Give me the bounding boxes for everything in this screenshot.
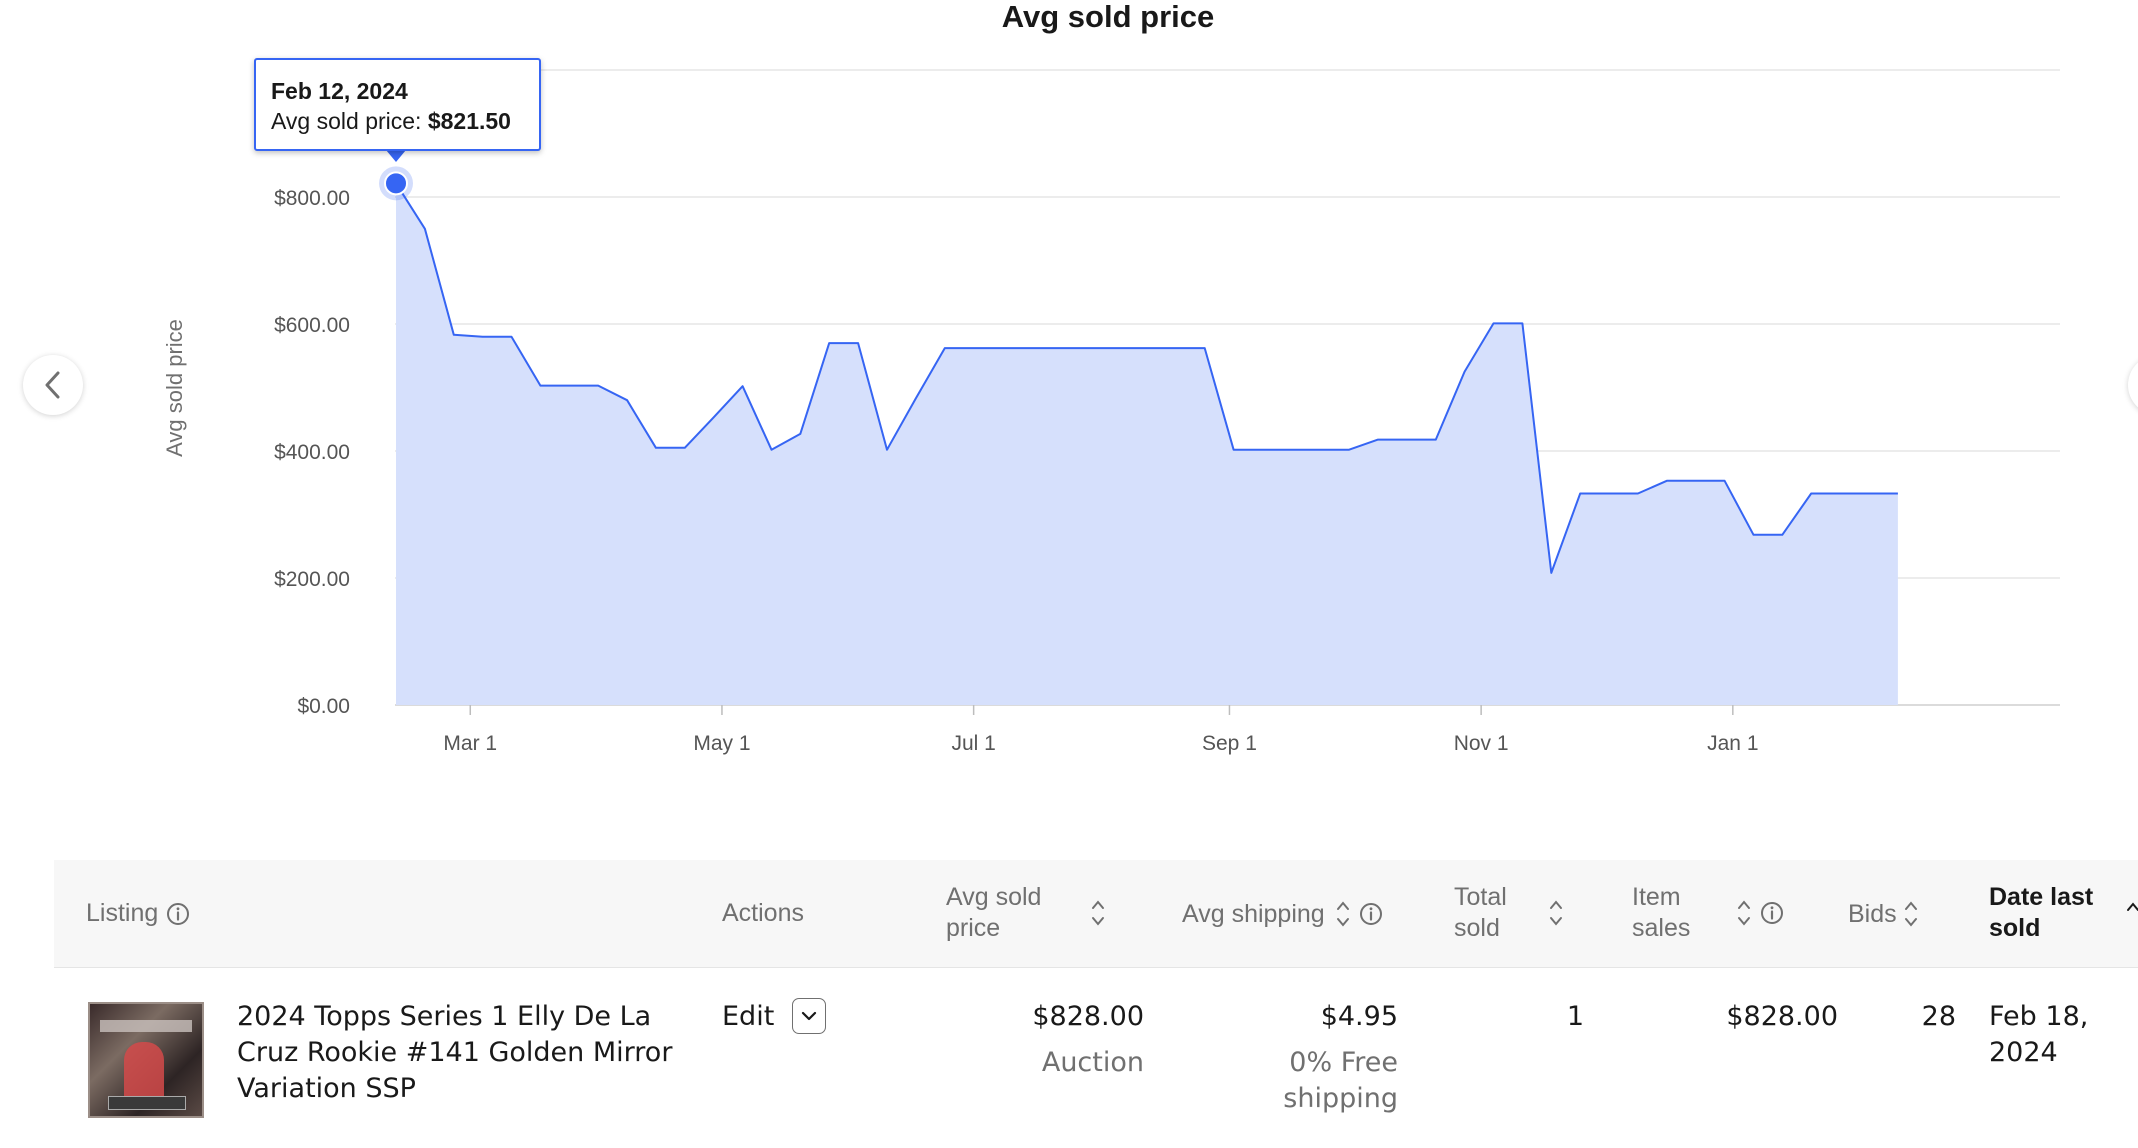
- header-item-sales[interactable]: Item sales: [1632, 882, 1784, 944]
- chart-tooltip: Feb 12, 2024 Avg sold price: $821.50: [254, 58, 541, 151]
- y-tick-label: $200.00: [274, 568, 350, 591]
- x-tick-label: Nov 1: [1454, 732, 1509, 755]
- header-actions: Actions: [722, 898, 804, 929]
- actions-dropdown-button[interactable]: [792, 998, 826, 1034]
- series-area: [396, 183, 1898, 706]
- header-item-sales-label: Item sales: [1632, 883, 1691, 942]
- avg-sold-price-value: $828.00: [1032, 1001, 1144, 1032]
- x-tick-label: May 1: [693, 732, 750, 755]
- header-bids-label: Bids: [1848, 899, 1897, 928]
- chevron-down-icon: [801, 1011, 817, 1021]
- tooltip-label: Avg sold price:: [271, 108, 428, 134]
- chevron-left-icon: [45, 371, 60, 399]
- chart-prev-button[interactable]: [23, 355, 83, 415]
- results-table-header: Listing Actions Avg sold price Avg shipp…: [54, 860, 2138, 968]
- x-tick-label: Sep 1: [1202, 732, 1257, 755]
- listing-title[interactable]: 2024 Topps Series 1 Elly De La Cruz Rook…: [237, 1001, 673, 1104]
- sort-icon[interactable]: [1903, 898, 1919, 930]
- tooltip-line: Avg sold price: $821.50: [271, 106, 539, 136]
- series-line: [395, 182, 1898, 574]
- header-date-last-sold-label: Date last sold: [1989, 883, 2094, 942]
- header-total-sold-label: Total sold: [1454, 883, 1507, 942]
- header-listing: Listing: [86, 898, 190, 929]
- header-date-last-sold[interactable]: Date last sold: [1989, 882, 2138, 944]
- y-tick-label: $400.00: [274, 441, 350, 464]
- date-last-sold-value: Feb 18, 2024: [1989, 1001, 2089, 1068]
- header-avg-sold-price[interactable]: Avg sold price: [946, 882, 1106, 944]
- listing-thumbnail[interactable]: [88, 1002, 204, 1118]
- y-tick-label: $0.00: [297, 695, 350, 718]
- header-actions-label: Actions: [722, 899, 804, 927]
- price-chart: $0.00$200.00$400.00$600.00$800.00$1,000.…: [23, 0, 2138, 755]
- sale-format: Auction: [1041, 1047, 1144, 1078]
- y-axis-label: Avg sold price: [162, 319, 187, 457]
- info-icon[interactable]: [1359, 902, 1383, 926]
- header-avg-shipping-label: Avg shipping: [1182, 899, 1325, 928]
- y-tick-label: $600.00: [274, 314, 350, 337]
- header-bids[interactable]: Bids: [1848, 898, 1919, 930]
- chart-next-button[interactable]: [2128, 355, 2138, 415]
- y-tick-label: $800.00: [274, 187, 350, 210]
- shipping-note: 0% Free shipping: [1283, 1047, 1398, 1114]
- total-sold-value: 1: [1566, 1001, 1584, 1032]
- info-icon[interactable]: [1760, 901, 1784, 925]
- sort-icon[interactable]: [1548, 897, 1564, 929]
- tooltip-date: Feb 12, 2024: [271, 78, 408, 104]
- x-tick-label: Jan 1: [1707, 732, 1758, 755]
- table-row[interactable]: 2024 Topps Series 1 Elly De La Cruz Rook…: [54, 968, 2138, 1148]
- sort-icon[interactable]: [1090, 897, 1106, 929]
- chart-title: Avg sold price: [1002, 0, 1214, 34]
- x-tick-label: Mar 1: [443, 732, 497, 755]
- highlight-point[interactable]: [384, 171, 408, 196]
- info-icon[interactable]: [166, 902, 190, 926]
- x-tick-label: Jul 1: [951, 732, 995, 755]
- header-avg-sold-price-label: Avg sold price: [946, 883, 1042, 942]
- tooltip-value: $821.50: [427, 108, 511, 134]
- tooltip-pointer: [386, 150, 406, 162]
- avg-shipping-value: $4.95: [1320, 1001, 1398, 1032]
- header-avg-shipping[interactable]: Avg shipping: [1182, 898, 1383, 930]
- sort-ascending-icon[interactable]: [2125, 897, 2138, 929]
- sort-icon[interactable]: [1736, 897, 1752, 929]
- edit-button[interactable]: Edit: [722, 1001, 775, 1032]
- item-sales-value: $828.00: [1726, 1001, 1838, 1032]
- bids-value: 28: [1921, 1001, 1956, 1032]
- header-listing-label: Listing: [86, 899, 159, 927]
- header-total-sold[interactable]: Total sold: [1454, 882, 1564, 944]
- sort-icon[interactable]: [1335, 898, 1351, 930]
